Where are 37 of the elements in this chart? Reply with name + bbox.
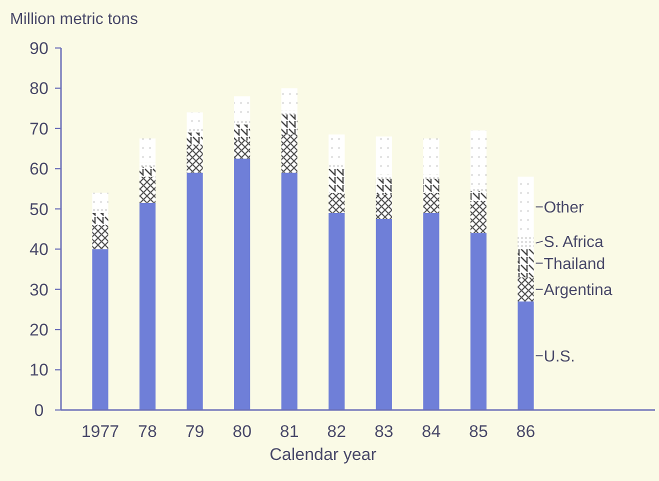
series-label: S. Africa — [544, 234, 604, 251]
y-tick-label: 80 — [30, 79, 48, 98]
y-tick-label: 70 — [30, 119, 48, 138]
x-tick-label: 86 — [516, 422, 536, 441]
bar — [328, 212, 345, 410]
series-label: Other — [544, 199, 584, 216]
x-tick-label: 81 — [280, 422, 299, 441]
y-tick-label: 60 — [30, 160, 48, 179]
y-tick-label: 20 — [30, 320, 48, 340]
bar — [423, 212, 440, 410]
y-axis-title: Million metric tons — [10, 11, 138, 28]
y-tick-label: 0 — [34, 400, 44, 420]
y-tick-label: 30 — [30, 280, 48, 300]
x-tick-label: 84 — [422, 422, 441, 441]
bar — [139, 202, 156, 410]
x-tick-label: 83 — [374, 422, 394, 441]
bar — [470, 233, 487, 410]
x-tick-label: 82 — [327, 422, 346, 441]
y-tick-label: 10 — [30, 360, 48, 380]
series-label: Thailand — [544, 256, 606, 273]
bar — [376, 218, 392, 410]
bar — [234, 158, 250, 410]
x-tick-label: 1977 — [81, 422, 120, 441]
bar — [92, 249, 108, 410]
series-label: Argentina — [544, 282, 612, 299]
x-tick-label: 80 — [232, 422, 252, 441]
x-axis-title: Calendar year — [270, 445, 377, 464]
bar — [186, 172, 203, 410]
y-tick-label: 50 — [30, 200, 48, 219]
x-tick-label: 79 — [185, 422, 204, 441]
bar — [281, 172, 298, 410]
y-tick-label: 90 — [30, 38, 48, 58]
x-tick-label: 78 — [138, 422, 157, 441]
series-label: U.S. — [544, 348, 575, 366]
x-tick-label: 85 — [469, 422, 488, 441]
bar — [518, 301, 534, 410]
y-tick-label: 40 — [30, 240, 48, 260]
